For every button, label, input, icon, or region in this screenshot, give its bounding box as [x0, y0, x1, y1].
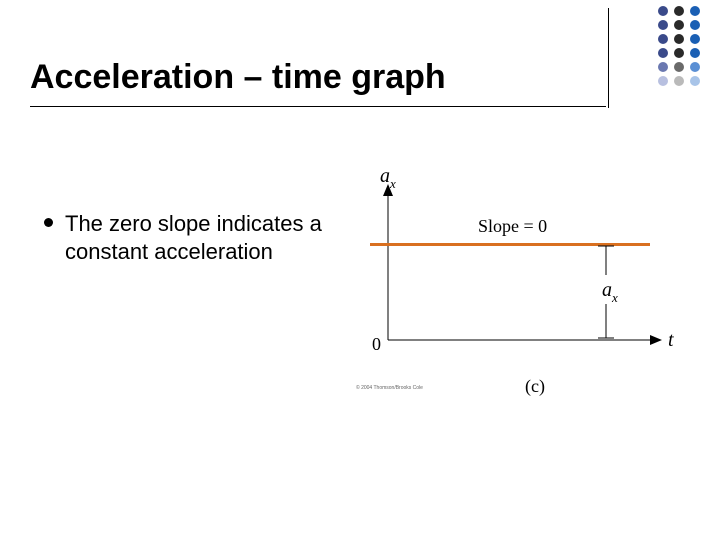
bullet-text: The zero slope indicates a constant acce… — [65, 210, 324, 265]
deco-dot — [674, 48, 684, 58]
deco-dot — [674, 6, 684, 16]
body-bullet: The zero slope indicates a constant acce… — [44, 210, 324, 265]
title-underline — [30, 106, 606, 107]
x-axis-arrow-icon — [650, 335, 662, 345]
origin-label: 0 — [372, 334, 381, 354]
deco-dot — [658, 34, 668, 44]
deco-dot — [658, 48, 668, 58]
deco-col-2 — [674, 6, 684, 86]
deco-dot — [674, 34, 684, 44]
deco-dot — [674, 76, 684, 86]
deco-dot — [674, 20, 684, 30]
image-credit: © 2004 Thomson/Brooks Cole — [356, 385, 423, 391]
deco-col-1 — [658, 6, 668, 86]
ax-magnitude-label: ax — [602, 279, 618, 305]
deco-col-3 — [690, 6, 700, 86]
deco-dot — [658, 20, 668, 30]
bullet-icon — [44, 218, 53, 227]
slide-decoration — [658, 6, 700, 86]
subfigure-caption: (c) — [525, 376, 545, 397]
deco-dot — [690, 20, 700, 30]
deco-dot — [658, 62, 668, 72]
acceleration-time-chart: ax 0 t Slope = 0 ax (c) © 2004 Thomson/B… — [350, 170, 680, 400]
slide-title-area: Acceleration – time graph — [30, 58, 590, 105]
deco-dot — [658, 76, 668, 86]
chart-svg: ax 0 t Slope = 0 ax (c) — [350, 170, 680, 400]
deco-dot — [690, 34, 700, 44]
slope-label: Slope = 0 — [478, 216, 547, 236]
deco-dot — [690, 76, 700, 86]
title-vertical-rule — [608, 8, 609, 108]
x-axis-label: t — [668, 329, 674, 351]
deco-dot — [690, 6, 700, 16]
slide-title: Acceleration – time graph — [30, 58, 590, 105]
deco-dot — [674, 62, 684, 72]
deco-dot — [690, 48, 700, 58]
deco-dot — [658, 6, 668, 16]
deco-dot — [690, 62, 700, 72]
